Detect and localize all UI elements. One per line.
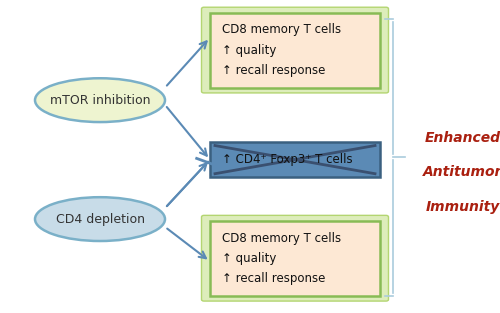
Text: CD4 depletion: CD4 depletion: [56, 213, 144, 226]
FancyBboxPatch shape: [202, 7, 388, 93]
FancyBboxPatch shape: [210, 142, 380, 177]
Text: Immunity: Immunity: [426, 200, 500, 213]
FancyBboxPatch shape: [210, 13, 380, 88]
FancyBboxPatch shape: [210, 221, 380, 296]
Text: ↑ quality: ↑ quality: [222, 252, 277, 265]
Text: Enhanced: Enhanced: [424, 131, 500, 145]
Ellipse shape: [35, 197, 165, 241]
Text: ↑ CD4⁺ Foxp3⁺ T cells: ↑ CD4⁺ Foxp3⁺ T cells: [222, 153, 353, 166]
Text: ↑ quality: ↑ quality: [222, 44, 277, 57]
Text: CD8 memory T cells: CD8 memory T cells: [222, 23, 342, 37]
Text: CD8 memory T cells: CD8 memory T cells: [222, 232, 342, 245]
FancyBboxPatch shape: [202, 215, 388, 301]
Text: ↑ recall response: ↑ recall response: [222, 272, 326, 285]
Text: Antitumor: Antitumor: [423, 165, 500, 179]
Ellipse shape: [35, 78, 165, 122]
Text: mTOR inhibition: mTOR inhibition: [50, 94, 150, 107]
Text: ↑ recall response: ↑ recall response: [222, 64, 326, 77]
